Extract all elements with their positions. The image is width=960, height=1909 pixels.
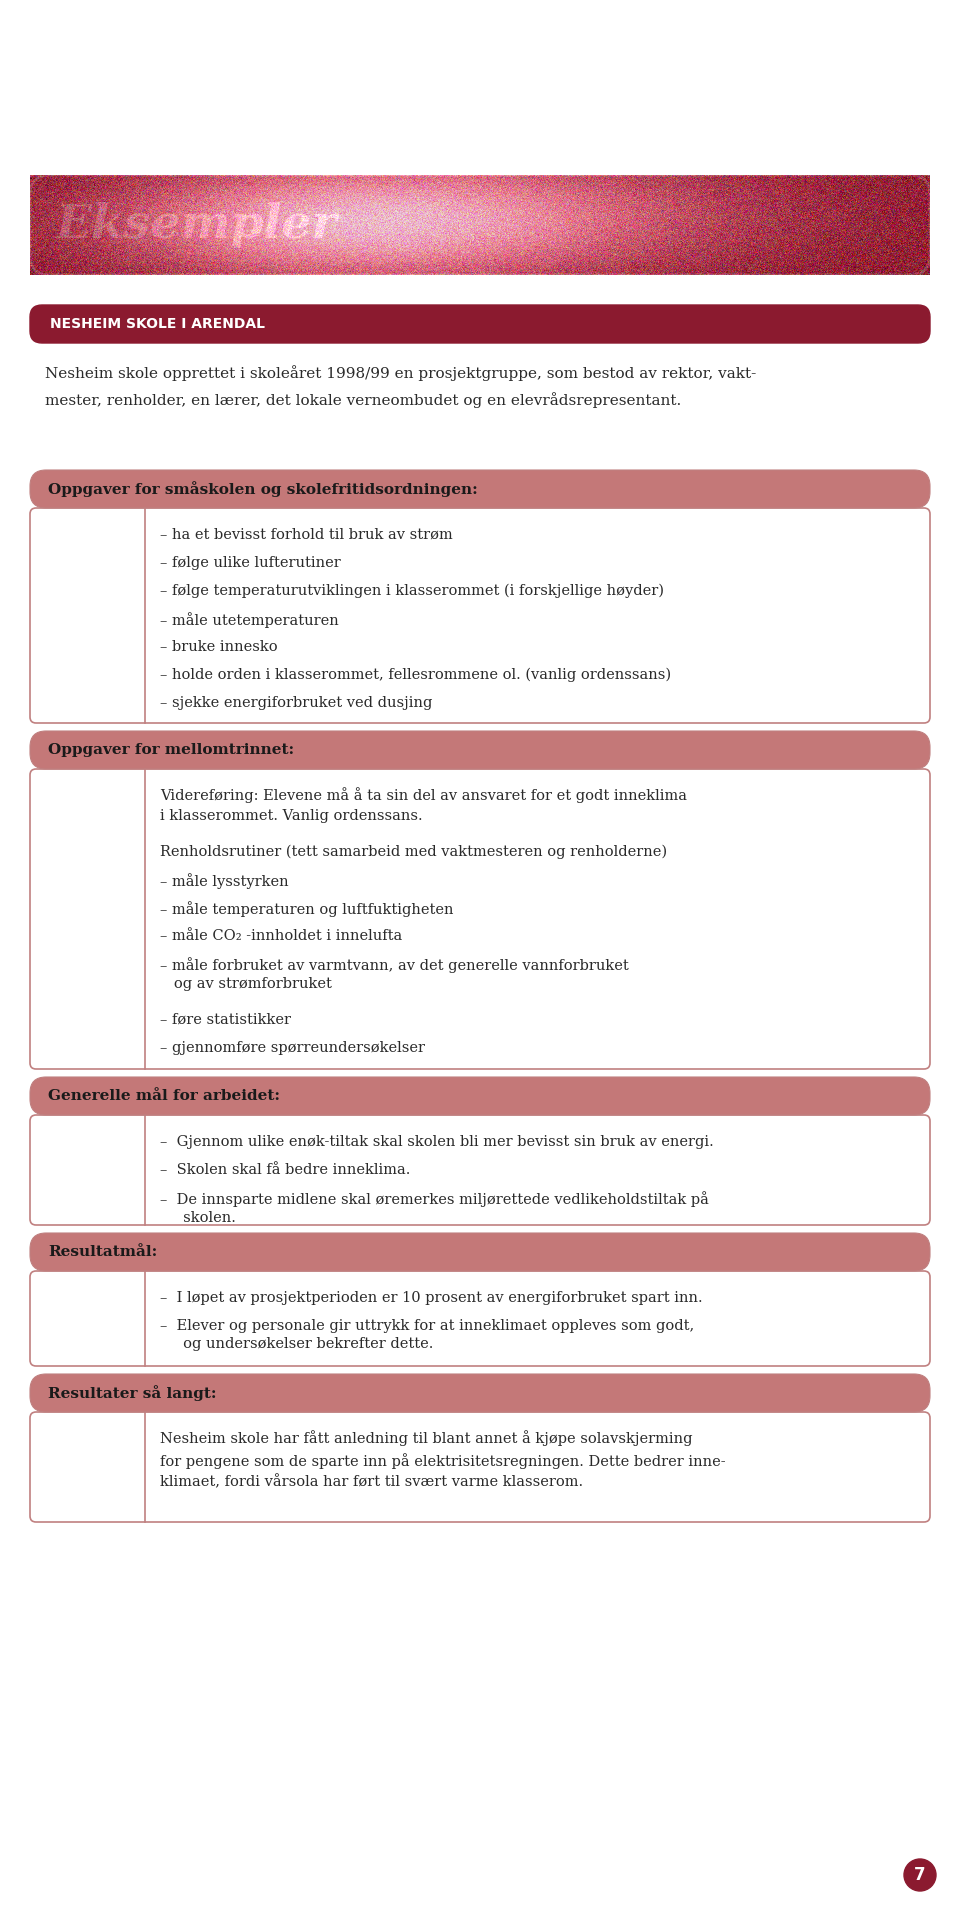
Text: – gjennomføre spørreundersøkelser: – gjennomføre spørreundersøkelser — [160, 1040, 425, 1056]
Text: Videreføring: Elevene må å ta sin del av ansvaret for et godt inneklima
i klasse: Videreføring: Elevene må å ta sin del av… — [160, 787, 687, 823]
Text: Eksempler: Eksempler — [55, 202, 337, 248]
FancyBboxPatch shape — [30, 176, 930, 275]
Text: – holde orden i klasserommet, fellesrommene ol. (vanlig ordenssans): – holde orden i klasserommet, fellesromm… — [160, 668, 671, 682]
Text: NESHEIM SKOLE I ARENDAL: NESHEIM SKOLE I ARENDAL — [50, 317, 265, 330]
FancyBboxPatch shape — [30, 1271, 930, 1367]
Text: Nesheim skole opprettet i skoleåret 1998/99 en prosjektgruppe, som bestod av rek: Nesheim skole opprettet i skoleåret 1998… — [45, 365, 756, 409]
FancyBboxPatch shape — [30, 176, 930, 275]
Text: Oppgaver for mellomtrinnet:: Oppgaver for mellomtrinnet: — [48, 743, 294, 758]
FancyBboxPatch shape — [30, 1115, 930, 1226]
Text: –  Elever og personale gir uttrykk for at inneklimaet oppleves som godt,
     og: – Elever og personale gir uttrykk for at… — [160, 1319, 694, 1352]
Text: Generelle mål for arbeidet:: Generelle mål for arbeidet: — [48, 1088, 280, 1103]
Text: – sjekke energiforbruket ved dusjing: – sjekke energiforbruket ved dusjing — [160, 697, 432, 710]
FancyBboxPatch shape — [30, 1413, 930, 1521]
Text: – måle lysstyrken: – måle lysstyrken — [160, 872, 289, 890]
Text: –  Gjennom ulike enøk-tiltak skal skolen bli mer bevisst sin bruk av energi.: – Gjennom ulike enøk-tiltak skal skolen … — [160, 1136, 713, 1149]
FancyBboxPatch shape — [30, 1374, 930, 1413]
Text: –  I løpet av prosjektperioden er 10 prosent av energiforbruket spart inn.: – I løpet av prosjektperioden er 10 pros… — [160, 1290, 703, 1306]
Text: 7: 7 — [914, 1865, 925, 1884]
Text: Nesheim skole har fått anledning til blant annet å kjøpe solavskjerming
for peng: Nesheim skole har fått anledning til bla… — [160, 1430, 726, 1489]
FancyBboxPatch shape — [30, 470, 930, 508]
Text: – følge ulike lufterutiner: – følge ulike lufterutiner — [160, 556, 341, 571]
Text: Oppgaver for småskolen og skolefritidsordningen:: Oppgaver for småskolen og skolefritidsor… — [48, 481, 478, 496]
Text: Resultatmål:: Resultatmål: — [48, 1245, 157, 1260]
FancyBboxPatch shape — [30, 731, 930, 769]
Text: Resultater så langt:: Resultater så langt: — [48, 1386, 217, 1401]
FancyBboxPatch shape — [30, 508, 930, 724]
Text: – ha et bevisst forhold til bruk av strøm: – ha et bevisst forhold til bruk av strø… — [160, 529, 453, 542]
Text: – måle CO₂ -innholdet i innelufta: – måle CO₂ -innholdet i innelufta — [160, 930, 402, 943]
Text: Renholdsrutiner (tett samarbeid med vaktmesteren og renholderne): Renholdsrutiner (tett samarbeid med vakt… — [160, 846, 667, 859]
FancyBboxPatch shape — [30, 1233, 930, 1271]
Text: – måle temperaturen og luftfuktigheten: – måle temperaturen og luftfuktigheten — [160, 901, 453, 916]
Text: – føre statistikker: – føre statistikker — [160, 1014, 291, 1027]
Text: – følge temperaturutviklingen i klasserommet (i forskjellige høyder): – følge temperaturutviklingen i klassero… — [160, 584, 664, 598]
Text: –  De innsparte midlene skal øremerkes miljørettede vedlikeholdstiltak på
     s: – De innsparte midlene skal øremerkes mi… — [160, 1191, 708, 1226]
Circle shape — [904, 1859, 936, 1892]
Text: – måle utetemperaturen: – måle utetemperaturen — [160, 613, 339, 628]
FancyBboxPatch shape — [30, 305, 930, 344]
Text: – bruke innesko: – bruke innesko — [160, 640, 277, 655]
Text: –  Skolen skal få bedre inneklima.: – Skolen skal få bedre inneklima. — [160, 1163, 410, 1178]
Text: – måle forbruket av varmtvann, av det generelle vannforbruket
   og av strømforb: – måle forbruket av varmtvann, av det ge… — [160, 956, 629, 991]
FancyBboxPatch shape — [30, 1077, 930, 1115]
FancyBboxPatch shape — [30, 769, 930, 1069]
